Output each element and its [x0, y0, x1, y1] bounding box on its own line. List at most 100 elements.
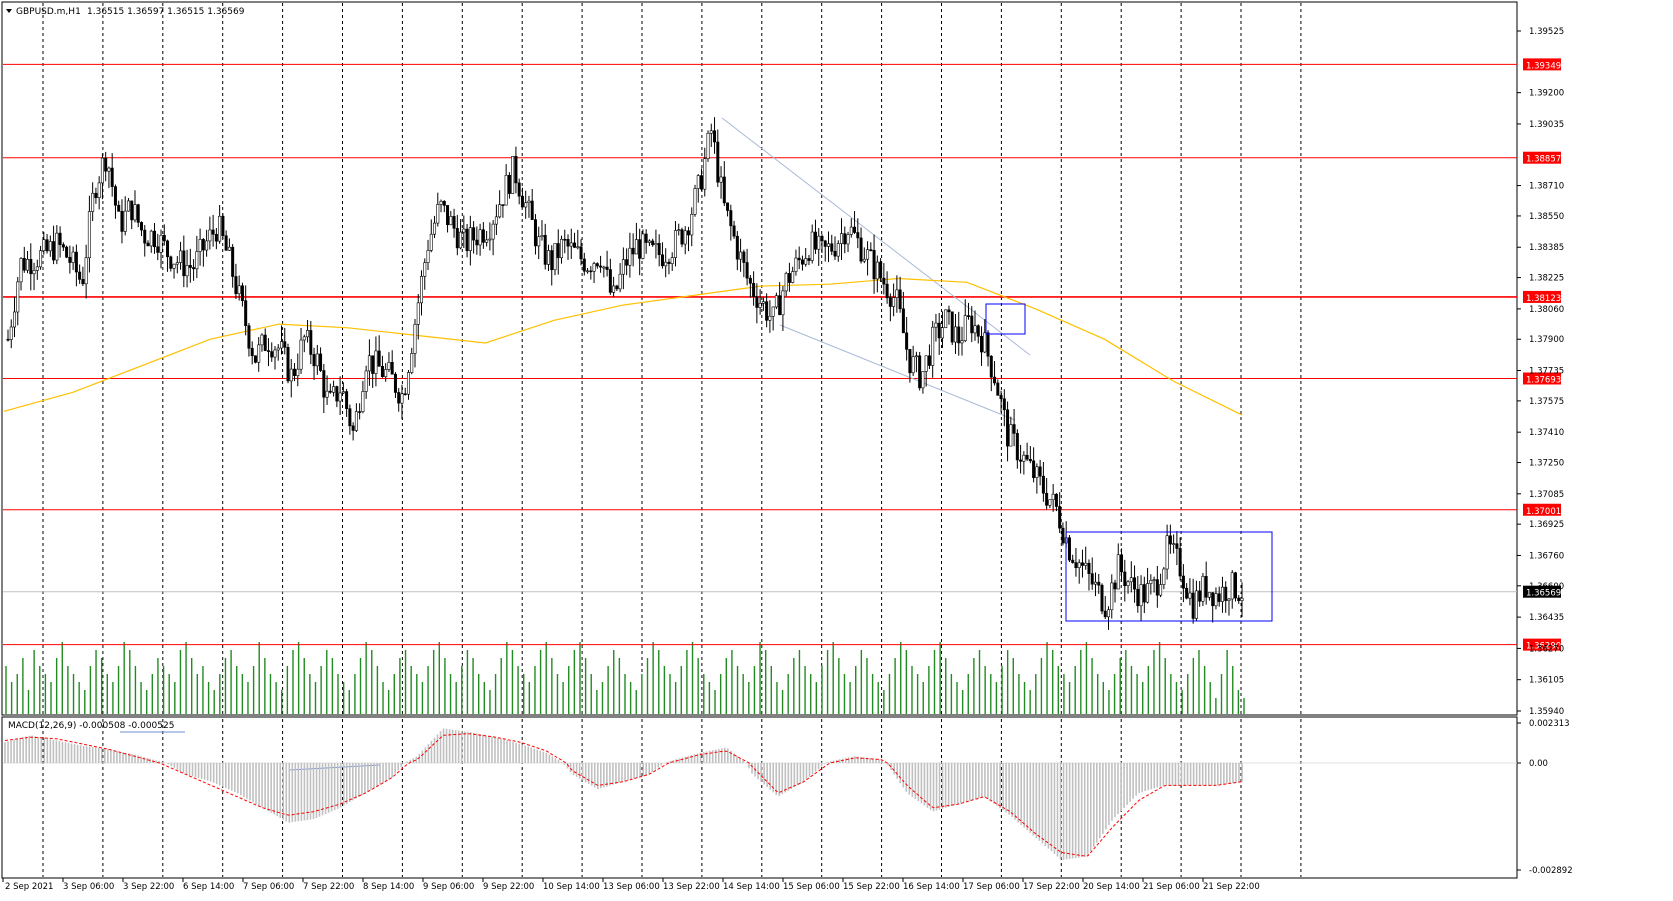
candle-body	[1191, 592, 1195, 619]
candle-body	[423, 262, 427, 277]
candle-body	[921, 371, 925, 389]
volume-bars	[5, 642, 1245, 714]
candle-body	[1198, 590, 1202, 602]
time-tick-label: 6 Sep 14:00	[183, 882, 234, 892]
candle-body	[13, 311, 17, 328]
candle-body	[224, 235, 228, 251]
time-tick-label: 3 Sep 22:00	[123, 882, 174, 892]
time-tick-label: 16 Sep 14:00	[903, 882, 960, 892]
candle-body	[706, 132, 710, 159]
candle-body	[644, 233, 648, 243]
candle-body	[729, 210, 733, 227]
candle-body	[1100, 584, 1104, 612]
candle-body	[546, 250, 550, 265]
rectangles[interactable]	[985, 303, 1273, 622]
candle-body	[420, 276, 424, 304]
candle-body	[807, 258, 811, 261]
price-tick-label: 1.37410	[1529, 428, 1564, 438]
candle-body	[244, 300, 248, 326]
candle-body	[84, 257, 88, 285]
candle-body	[351, 425, 355, 431]
candle-body	[1058, 506, 1062, 529]
candle-body	[263, 334, 267, 351]
candle-body	[722, 176, 726, 204]
candle-body	[885, 283, 889, 299]
candle-body	[527, 200, 531, 204]
level-label: 1.37001	[1526, 507, 1561, 517]
candle-body	[605, 266, 609, 270]
candle-body	[713, 130, 717, 143]
candle-body	[758, 302, 762, 308]
time-tick-label: 10 Sep 14:00	[543, 882, 600, 892]
candle-body	[338, 392, 342, 402]
candle-body	[1006, 409, 1010, 447]
candle-body	[162, 234, 166, 242]
candle-body	[358, 411, 362, 413]
candle-body	[1230, 572, 1234, 600]
horizontal-levels[interactable]: 1.39349 1.38857 1.38123 1.37693 1.37001 1.362…	[3, 58, 1561, 652]
price-tick-label: 1.35940	[1529, 707, 1564, 717]
candle-body	[426, 250, 430, 263]
candle-body	[341, 391, 345, 394]
price-tick-label: 1.37735	[1529, 367, 1564, 377]
candle-body	[406, 372, 410, 395]
candle-body	[1080, 562, 1084, 566]
candle-body	[739, 251, 743, 260]
candle-body	[582, 258, 586, 272]
candle-body	[869, 249, 873, 251]
candle-body	[800, 259, 804, 265]
candle-body	[240, 285, 244, 301]
candle-body	[1048, 499, 1052, 506]
candle-body	[1087, 562, 1091, 574]
candle-body	[641, 233, 645, 259]
candle-body	[967, 315, 971, 317]
time-tick-label: 21 Sep 06:00	[1143, 882, 1200, 892]
candle-body	[983, 332, 987, 353]
candle-body	[615, 285, 619, 290]
level-label-bg	[1523, 58, 1561, 71]
trendline-upper	[721, 117, 1031, 356]
candle-body	[107, 167, 111, 172]
candle-body	[16, 281, 20, 313]
candle-body	[1126, 581, 1130, 587]
level-label: 1.38123	[1526, 294, 1561, 304]
candle-body	[416, 302, 420, 325]
time-axis: 2 Sep 2021 3 Sep 06:00 3 Sep 22:00 6 Sep 14…	[2, 877, 1517, 892]
candle-body	[1201, 576, 1205, 602]
candle-body	[485, 239, 489, 243]
candle-body	[908, 349, 912, 374]
level-label-bg	[1523, 503, 1561, 516]
price-tick-label: 1.38060	[1529, 305, 1564, 315]
candle-body	[1038, 466, 1042, 477]
candle-body	[794, 257, 798, 272]
candle-body	[442, 200, 446, 206]
macd-label: MACD(12,26,9) -0.000508 -0.000525	[8, 721, 174, 731]
candle-body	[550, 250, 554, 271]
candle-body	[328, 390, 332, 393]
candle-body	[1019, 459, 1023, 462]
candle-body	[1067, 537, 1071, 561]
candle-body	[286, 347, 290, 382]
candle-body	[270, 351, 274, 358]
time-tick-label: 15 Sep 22:00	[843, 882, 900, 892]
price-tick-label: 1.38550	[1529, 212, 1564, 222]
time-tick-label: 13 Sep 06:00	[603, 882, 660, 892]
candle-body	[826, 243, 830, 247]
candle-body	[859, 237, 863, 262]
candle-body	[455, 228, 459, 249]
candle-body	[166, 240, 170, 258]
candle-body	[491, 223, 495, 240]
candle-body	[914, 355, 918, 358]
candle-body	[293, 368, 297, 376]
candle-body	[22, 258, 26, 271]
chevron-down-icon[interactable]	[6, 9, 12, 13]
candle-body	[1194, 590, 1198, 619]
candle-body	[618, 273, 622, 290]
candle-body	[1077, 562, 1081, 568]
candle-body	[651, 240, 655, 246]
candle-body	[1113, 582, 1117, 590]
candle-body	[1237, 597, 1241, 601]
candle-body	[898, 289, 902, 310]
